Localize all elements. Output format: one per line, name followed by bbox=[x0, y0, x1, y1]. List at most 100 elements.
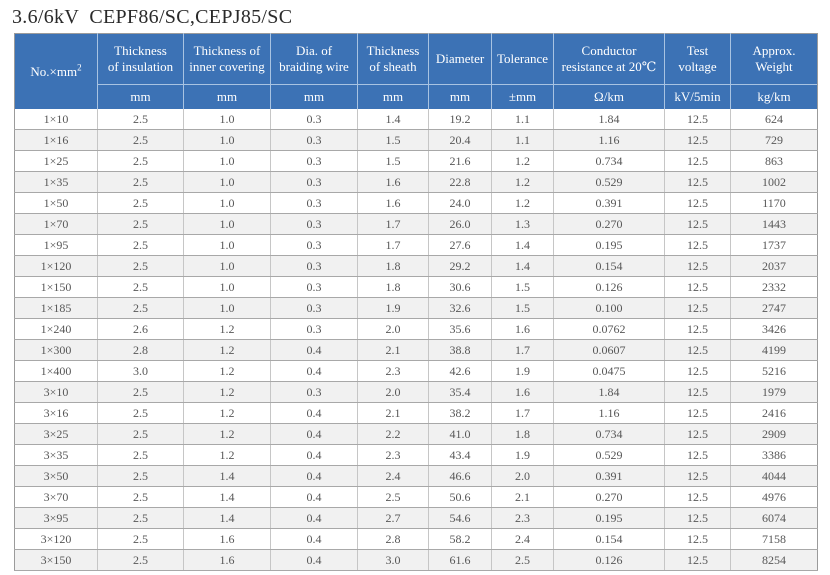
header-line: Approx. bbox=[752, 43, 796, 58]
table-cell: 1.6 bbox=[491, 381, 554, 403]
table-cell: 2.5 bbox=[97, 507, 184, 529]
table-cell: 0.4 bbox=[270, 360, 358, 382]
table-cell: 1.1 bbox=[491, 129, 554, 151]
table-cell: 0.195 bbox=[553, 507, 665, 529]
unit-header-braiding-wire: mm bbox=[270, 84, 358, 109]
table-cell: 0.4 bbox=[270, 507, 358, 529]
table-cell: 0.195 bbox=[553, 234, 665, 256]
table-cell: 0.4 bbox=[270, 402, 358, 424]
table-cell: 0.4 bbox=[270, 486, 358, 508]
table-cell: 1979 bbox=[730, 381, 818, 403]
table-cell: 1.2 bbox=[183, 318, 271, 340]
table-cell: 0.270 bbox=[553, 213, 665, 235]
table-cell: 2.5 bbox=[97, 465, 184, 487]
header-line: Thickness bbox=[366, 43, 420, 58]
table-cell: 27.6 bbox=[428, 234, 492, 256]
unit-header-tolerance: ±mm bbox=[491, 84, 554, 109]
table-body: 1×10 2.5 1.0 0.3 1.4 19.2 1.1 1.84 12.5 624 1×16 2.… bbox=[14, 109, 818, 571]
unit-header-diameter: mm bbox=[428, 84, 492, 109]
table-cell: 43.4 bbox=[428, 444, 492, 466]
table-cell: 1×25 bbox=[14, 150, 98, 172]
table-cell: 2.5 bbox=[97, 486, 184, 508]
table-cell: 0.3 bbox=[270, 318, 358, 340]
table-cell: 4199 bbox=[730, 339, 818, 361]
header-line: inner covering bbox=[189, 59, 265, 74]
table-cell: 2.8 bbox=[97, 339, 184, 361]
table-cell: 2.5 bbox=[97, 549, 184, 571]
table-cell: 0.4 bbox=[270, 465, 358, 487]
table-cell: 4976 bbox=[730, 486, 818, 508]
table-row: 3×120 2.5 1.6 0.4 2.8 58.2 2.4 0.154 12.5 7158 bbox=[14, 528, 818, 550]
table-cell: 1.4 bbox=[491, 234, 554, 256]
table-cell: 1.4 bbox=[491, 255, 554, 277]
table-cell: 1.7 bbox=[491, 339, 554, 361]
table-cell: 0.3 bbox=[270, 150, 358, 172]
table-cell: 1.4 bbox=[183, 507, 271, 529]
table-cell: 1.2 bbox=[183, 360, 271, 382]
table-cell: 1002 bbox=[730, 171, 818, 193]
table-cell: 19.2 bbox=[428, 109, 492, 130]
table-row: 1×10 2.5 1.0 0.3 1.4 19.2 1.1 1.84 12.5 624 bbox=[14, 109, 818, 130]
header-line: of insulation bbox=[107, 59, 174, 74]
table-cell: 38.8 bbox=[428, 339, 492, 361]
header-line: Test bbox=[686, 43, 709, 58]
table-cell: 0.3 bbox=[270, 213, 358, 235]
table-cell: 1.4 bbox=[357, 109, 429, 130]
table-cell: 2.3 bbox=[491, 507, 554, 529]
table-cell: 12.5 bbox=[664, 129, 731, 151]
table-cell: 3.0 bbox=[97, 360, 184, 382]
table-cell: 12.5 bbox=[664, 444, 731, 466]
table-cell: 3386 bbox=[730, 444, 818, 466]
table-cell: 1.0 bbox=[183, 192, 271, 214]
table-cell: 24.0 bbox=[428, 192, 492, 214]
table-row: 1×70 2.5 1.0 0.3 1.7 26.0 1.3 0.270 12.5 1443 bbox=[14, 213, 818, 235]
column-header-no-mm2-label: No.×mm bbox=[30, 63, 78, 79]
table-cell: 1.5 bbox=[491, 276, 554, 298]
table-cell: 2.5 bbox=[97, 192, 184, 214]
table-cell: 0.3 bbox=[270, 109, 358, 130]
table-cell: 6074 bbox=[730, 507, 818, 529]
table-cell: 12.5 bbox=[664, 339, 731, 361]
table-cell: 1.3 bbox=[491, 213, 554, 235]
table-cell: 0.270 bbox=[553, 486, 665, 508]
table-cell: 2.5 bbox=[491, 549, 554, 571]
table-cell: 3×70 bbox=[14, 486, 98, 508]
table-row: 1×35 2.5 1.0 0.3 1.6 22.8 1.2 0.529 12.5 1002 bbox=[14, 171, 818, 193]
table-row: 3×16 2.5 1.2 0.4 2.1 38.2 1.7 1.16 12.5 2416 bbox=[14, 402, 818, 424]
table-cell: 1.0 bbox=[183, 276, 271, 298]
table-cell: 41.0 bbox=[428, 423, 492, 445]
table-cell: 42.6 bbox=[428, 360, 492, 382]
table-cell: 2.1 bbox=[357, 339, 429, 361]
table-cell: 2909 bbox=[730, 423, 818, 445]
table-cell: 1.2 bbox=[183, 423, 271, 445]
table-cell: 54.6 bbox=[428, 507, 492, 529]
table-cell: 1×10 bbox=[14, 109, 98, 130]
column-header-approx-weight: Approx. Weight bbox=[730, 33, 818, 85]
header-line: Tolerance bbox=[496, 51, 549, 66]
table-row: 1×120 2.5 1.0 0.3 1.8 29.2 1.4 0.154 12.5 2037 bbox=[14, 255, 818, 277]
table-cell: 0.3 bbox=[270, 192, 358, 214]
table-cell: 0.3 bbox=[270, 381, 358, 403]
header-line: voltage bbox=[678, 59, 717, 74]
table-cell: 3.0 bbox=[357, 549, 429, 571]
table-cell: 1.2 bbox=[183, 381, 271, 403]
table-cell: 2.0 bbox=[491, 465, 554, 487]
table-cell: 0.4 bbox=[270, 549, 358, 571]
table-cell: 12.5 bbox=[664, 255, 731, 277]
table-cell: 1.9 bbox=[491, 444, 554, 466]
header-line: braiding wire bbox=[279, 59, 349, 74]
table-cell: 35.6 bbox=[428, 318, 492, 340]
header-units-row: mm mm mm mm mm ±mm Ω/km kV/5min kg/km bbox=[15, 84, 818, 109]
table-cell: 2.1 bbox=[491, 486, 554, 508]
table-cell: 2.1 bbox=[357, 402, 429, 424]
unit-header-test-voltage: kV/5min bbox=[664, 84, 731, 109]
table-cell: 1.2 bbox=[491, 150, 554, 172]
table-cell: 2.5 bbox=[97, 297, 184, 319]
table-cell: 46.6 bbox=[428, 465, 492, 487]
table-row: 3×70 2.5 1.4 0.4 2.5 50.6 2.1 0.270 12.5 4976 bbox=[14, 486, 818, 508]
table-cell: 0.3 bbox=[270, 129, 358, 151]
table-cell: 0.126 bbox=[553, 276, 665, 298]
table-cell: 2332 bbox=[730, 276, 818, 298]
header-name-row: No.×mm2 Thickness of insulation Thicknes… bbox=[14, 33, 818, 109]
table-cell: 3×95 bbox=[14, 507, 98, 529]
